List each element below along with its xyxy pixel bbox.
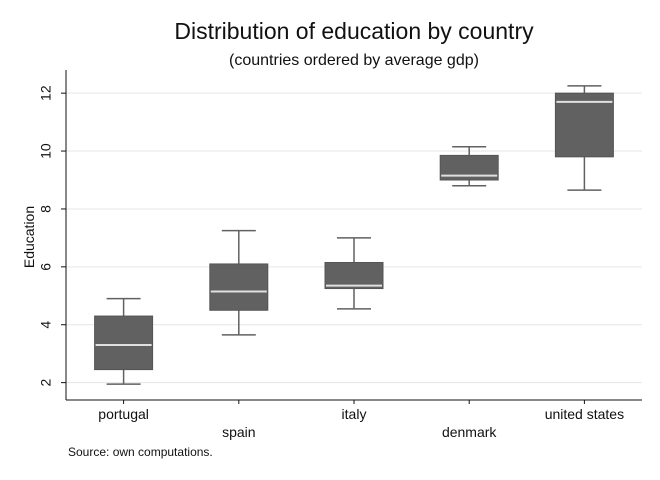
y-ticks: 2 4 6 8 10 12 (38, 85, 66, 387)
iqr-box (209, 263, 269, 311)
iqr-box (94, 315, 154, 371)
chart-subtitle: (countries ordered by average gdp) (229, 52, 479, 69)
y-tick-label: 4 (38, 321, 54, 329)
y-tick-label: 6 (38, 263, 54, 271)
category-labels: portugal spain italy denmark united states (98, 400, 624, 440)
y-tick-label: 12 (38, 85, 54, 101)
x-tick-label: united states (545, 406, 624, 422)
iqr-box (554, 92, 614, 158)
box-denmark (439, 145, 499, 187)
box-spain (209, 229, 269, 336)
x-tick-label: denmark (442, 424, 497, 440)
y-tick-label: 10 (38, 143, 54, 159)
x-tick-label: portugal (98, 406, 149, 422)
source-note: Source: own computations. (68, 445, 213, 459)
y-axis-label: Education (21, 206, 37, 268)
boxes (94, 85, 614, 385)
box-united-states (554, 85, 614, 191)
x-tick-label: italy (342, 406, 367, 422)
y-tick-label: 8 (38, 205, 54, 213)
x-tick-label: spain (222, 424, 255, 440)
chart-title: Distribution of education by country (174, 18, 534, 44)
iqr-box (324, 262, 384, 290)
box-italy (324, 237, 384, 310)
box-portugal (94, 297, 154, 385)
y-tick-label: 2 (38, 379, 54, 387)
